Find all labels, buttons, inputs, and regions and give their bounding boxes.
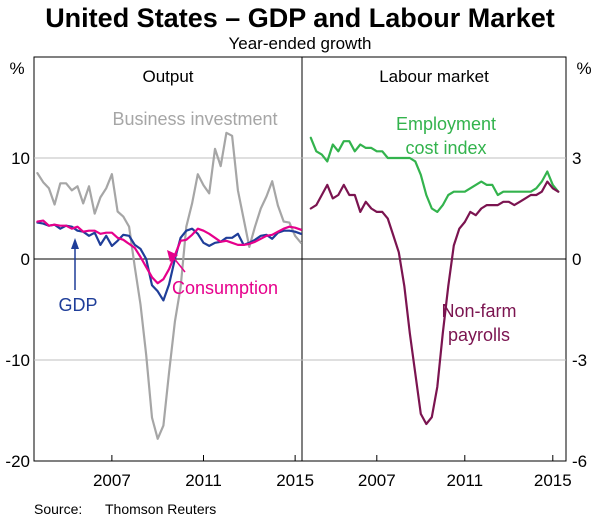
- annotation-payrolls: payrolls: [448, 325, 510, 345]
- series-line-business-investment: [36, 131, 302, 440]
- y-tick-label: 3: [572, 149, 581, 168]
- series-line-consumption: [36, 219, 302, 285]
- x-tick-label: 2007: [93, 471, 131, 490]
- gdp-pointer-arrowhead: [71, 238, 79, 249]
- annotation-non-farm: Non-farm: [441, 301, 516, 321]
- x-tick-label: 2015: [534, 471, 572, 490]
- series-line-employment-cost-index: [309, 136, 560, 213]
- source-label: Source:: [34, 501, 82, 517]
- right-axis-unit: %: [576, 59, 591, 78]
- x-tick-label: 2007: [358, 471, 396, 490]
- axis-ticks: 10 0 -10 -20 2007 2011 2015 3 0 -3 -6 2007 2011 2015: [5, 149, 587, 490]
- annotation-gdp: GDP: [58, 295, 97, 315]
- annotation-cost-index: cost index: [405, 138, 486, 158]
- x-tick-label: 2015: [276, 471, 314, 490]
- y-tick-label: 0: [572, 250, 581, 269]
- x-tick-label: 2011: [447, 471, 484, 490]
- x-tick-label: 2011: [185, 471, 222, 490]
- left-axis-unit: %: [9, 59, 24, 78]
- series-lines: [36, 131, 560, 440]
- y-tick-label: 10: [11, 149, 30, 168]
- gridlines: [34, 157, 566, 361]
- panel-title-labour-market: Labour market: [379, 67, 489, 86]
- y-tick-label: -20: [5, 452, 30, 471]
- consumption-pointer-line: [172, 256, 186, 273]
- source-text: Thomson Reuters: [105, 501, 216, 517]
- consumption-pointer-arrowhead: [167, 250, 178, 262]
- series-line-non-farm-payrolls: [309, 180, 560, 426]
- annotation-employment: Employment: [396, 114, 496, 134]
- panel-title-output: Output: [142, 67, 193, 86]
- y-tick-label: -3: [572, 351, 587, 370]
- y-tick-label: -6: [572, 452, 587, 471]
- annotation-business-investment: Business investment: [112, 109, 277, 129]
- y-tick-label: -10: [5, 351, 30, 370]
- chart-subtitle: Year-ended growth: [228, 34, 371, 53]
- y-tick-label: 0: [21, 250, 30, 269]
- chart-title: United States – GDP and Labour Market: [45, 3, 555, 33]
- annotation-consumption: Consumption: [172, 278, 278, 298]
